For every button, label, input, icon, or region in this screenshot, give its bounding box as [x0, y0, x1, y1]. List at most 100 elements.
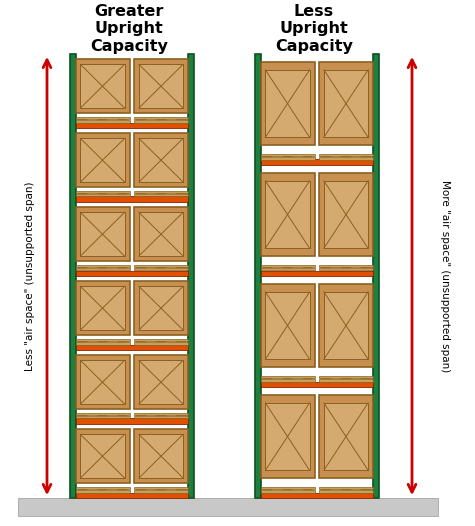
Bar [283, 489, 292, 490]
Bar [77, 267, 87, 268]
Bar [319, 379, 373, 381]
Bar [80, 434, 124, 478]
Bar [80, 64, 124, 108]
Bar [176, 341, 186, 342]
Bar [98, 267, 107, 268]
Bar [80, 286, 124, 330]
Bar [319, 396, 373, 478]
Bar [176, 267, 186, 268]
Bar [76, 281, 130, 335]
Bar [324, 70, 368, 137]
Bar [80, 138, 124, 182]
Bar [341, 489, 351, 490]
Bar [77, 119, 87, 120]
Bar [373, 54, 379, 498]
Bar [76, 123, 188, 128]
Bar [176, 414, 186, 417]
Bar [76, 356, 130, 409]
Bar [76, 117, 130, 119]
Bar [188, 54, 193, 498]
Bar [303, 267, 313, 268]
Bar [134, 490, 188, 492]
Bar [118, 341, 127, 342]
Bar [76, 342, 130, 345]
Bar [76, 487, 130, 489]
Text: More "air space" (unsupported span): More "air space" (unsupported span) [440, 180, 450, 372]
Bar [134, 356, 188, 409]
Bar [156, 193, 166, 195]
Bar [260, 381, 373, 387]
Bar [77, 489, 87, 490]
Bar [156, 489, 166, 490]
Bar [361, 378, 371, 379]
Bar [156, 341, 166, 342]
Bar [319, 157, 373, 159]
Bar [139, 138, 183, 182]
Bar [76, 120, 130, 123]
Bar [361, 489, 371, 490]
Bar [134, 412, 188, 414]
Bar [156, 119, 166, 120]
Bar [134, 117, 188, 119]
Bar [18, 498, 438, 516]
Bar [321, 489, 331, 490]
Bar [260, 270, 373, 276]
Bar [324, 292, 368, 359]
Bar [139, 286, 183, 330]
Bar [118, 119, 127, 120]
Bar [76, 345, 188, 350]
Bar [260, 159, 373, 165]
Bar [266, 181, 310, 248]
Bar [76, 265, 130, 267]
Bar [319, 174, 373, 256]
Bar [134, 134, 188, 187]
Bar [263, 156, 272, 157]
Bar [319, 265, 373, 267]
Bar [321, 267, 331, 268]
Bar [118, 267, 127, 268]
Bar [134, 195, 188, 197]
Bar [319, 268, 373, 270]
Bar [283, 378, 292, 379]
Bar [255, 54, 260, 498]
Bar [321, 378, 331, 379]
Bar [156, 414, 166, 417]
Bar [260, 157, 314, 159]
Bar [266, 292, 310, 359]
Bar [139, 213, 183, 256]
Bar [76, 490, 130, 492]
Bar [139, 434, 183, 478]
Bar [76, 412, 130, 414]
Bar [176, 489, 186, 490]
Bar [260, 268, 314, 270]
Bar [324, 403, 368, 470]
Bar [341, 378, 351, 379]
Bar [136, 489, 146, 490]
Bar [260, 265, 314, 267]
Bar [70, 54, 76, 498]
Bar [260, 490, 314, 492]
Bar [303, 489, 313, 490]
Bar [77, 414, 87, 417]
Bar [98, 489, 107, 490]
Bar [260, 396, 314, 478]
Bar [260, 492, 373, 498]
Bar [118, 193, 127, 195]
Bar [319, 487, 373, 489]
Bar [266, 403, 310, 470]
Bar [283, 156, 292, 157]
Bar [76, 190, 130, 193]
Bar [260, 379, 314, 381]
Bar [319, 490, 373, 492]
Bar [118, 414, 127, 417]
Bar [263, 489, 272, 490]
Bar [76, 195, 130, 197]
Bar [76, 429, 130, 483]
Bar [134, 487, 188, 489]
Bar [136, 267, 146, 268]
Bar [321, 156, 331, 157]
Bar [361, 156, 371, 157]
Bar [263, 267, 272, 268]
Bar [76, 419, 188, 424]
Bar [341, 156, 351, 157]
